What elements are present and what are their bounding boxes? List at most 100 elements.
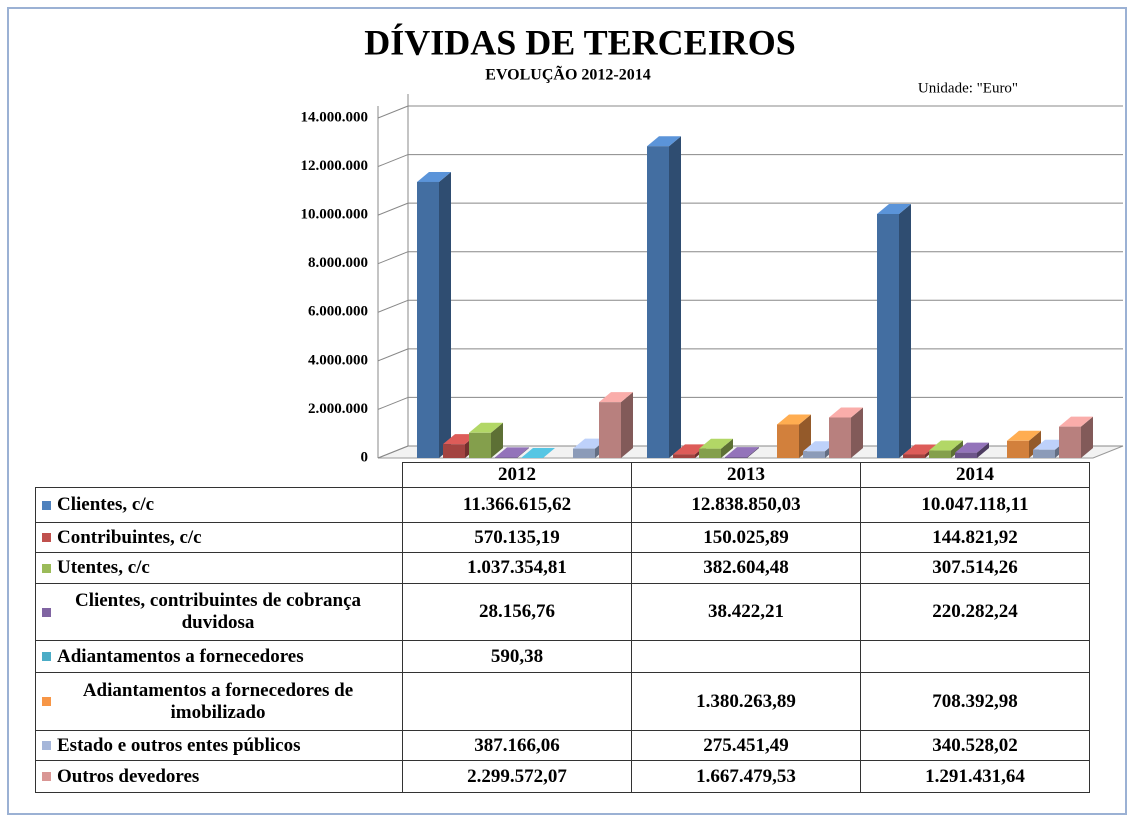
- data-label: 220.282,24: [932, 601, 1018, 622]
- bar-top: [725, 447, 759, 458]
- table-cell: 220.282,24: [860, 583, 1090, 641]
- bar: [1007, 440, 1029, 458]
- legend-cell: Adiantamentos a fornecedores de imobiliz…: [35, 672, 403, 731]
- bar: [803, 451, 825, 458]
- grid-diagonal: [377, 396, 409, 410]
- table-cell: 10.047.118,11: [860, 487, 1090, 523]
- bar: [725, 457, 747, 458]
- bar: [673, 454, 695, 458]
- chart-title: DÍVIDAS DE TERCEIROS: [364, 22, 795, 62]
- bar-top: [647, 136, 681, 147]
- table-row: Clientes, contribuintes de cobrança duvi…: [35, 583, 1090, 641]
- legend-label: Clientes, contribuintes de cobrança duvi…: [74, 590, 362, 633]
- y-tick-label: 6.000.000: [308, 304, 368, 320]
- bar-top: [929, 440, 963, 451]
- table-cell: 28.156,76: [402, 583, 632, 641]
- table-cell: 387.166,06: [402, 730, 632, 761]
- legend-key: [42, 697, 51, 706]
- legend-cell: Contribuintes, c/c: [35, 522, 403, 553]
- legend-cell: Estado e outros entes públicos: [35, 730, 403, 761]
- y-tick-label: 2.000.000: [308, 401, 368, 417]
- data-label: 2.299.572,07: [467, 765, 567, 787]
- legend-cell: Outros devedores: [35, 760, 403, 793]
- table-cell: 144.821,92: [860, 522, 1090, 553]
- legend-label: Clientes, c/c: [57, 494, 155, 516]
- bar-top: [955, 442, 989, 453]
- bar: [1059, 426, 1081, 458]
- bar-top: [443, 434, 477, 445]
- table-cell: 590,38: [402, 640, 632, 673]
- legend-cell: Adiantamentos a fornecedores: [35, 640, 403, 673]
- legend-cell: Utentes, c/c: [35, 552, 403, 584]
- grid-diagonal: [377, 445, 409, 459]
- legend-cell: Clientes, contribuintes de cobrança duvi…: [35, 583, 403, 641]
- legend-label: Utentes, c/c: [57, 557, 150, 579]
- data-label: 275.451,49: [703, 734, 789, 756]
- data-label: 12.838.850,03: [691, 494, 801, 515]
- bar-side: [621, 392, 633, 458]
- bar: [443, 444, 465, 458]
- header-row: 2012 2013 2014: [35, 462, 1090, 488]
- data-label: 11.366.615,62: [462, 494, 572, 515]
- legend-label: Contribuintes, c/c: [57, 526, 202, 548]
- grid-diagonal: [377, 348, 409, 362]
- x-tick-label: 2012: [402, 462, 632, 488]
- bar: [647, 146, 669, 459]
- table-cell: 382.604,48: [631, 552, 861, 584]
- y-tick-label: 12.000.000: [301, 158, 369, 174]
- table-cell: 340.528,02: [860, 730, 1090, 761]
- x-tick-label: 2013: [631, 462, 861, 488]
- data-label: 387.166,06: [474, 734, 560, 756]
- bar-top: [495, 447, 529, 458]
- data-label: 144.821,92: [932, 526, 1018, 548]
- bar-top: [573, 438, 607, 449]
- table-row: Outros devedores 2.299.572,07 1.667.479,53…: [35, 760, 1090, 793]
- bar-top: [699, 438, 733, 449]
- bar-top: [1007, 430, 1041, 441]
- table-row: Estado e outros entes públicos 387.166,06…: [35, 730, 1090, 761]
- grid-diagonal: [377, 251, 409, 265]
- bar: [469, 432, 491, 458]
- bar: [699, 448, 721, 458]
- table-row: Utentes, c/c 1.037.354,81 382.604,48 307.51…: [35, 552, 1090, 584]
- y-tick-label: 10.000.000: [301, 207, 369, 223]
- table-row: Clientes, c/c 11.366.615,62 12.838.850,03 1…: [35, 487, 1090, 523]
- data-label: 38.422,21: [708, 601, 784, 622]
- legend-key: [42, 533, 51, 543]
- data-label: 570.135,19: [474, 526, 560, 548]
- table-cell: 150.025,89: [631, 522, 861, 553]
- table-cell: [860, 640, 1090, 673]
- legend-cell: Clientes, c/c: [35, 487, 403, 523]
- bar-top: [803, 441, 837, 452]
- table-cell: 570.135,19: [402, 522, 632, 553]
- table-row: Adiantamentos a fornecedores 590,38: [35, 640, 1090, 673]
- bar-top: [829, 407, 863, 418]
- y-tick-label: 4.000.000: [308, 352, 368, 368]
- bar-top: [1033, 439, 1067, 450]
- table-cell: [402, 672, 632, 731]
- legend-key: [42, 563, 51, 573]
- bar-side: [721, 438, 733, 458]
- table-cell: 12.838.850,03: [631, 487, 861, 523]
- bar-side: [439, 171, 451, 458]
- bar-side: [951, 440, 963, 458]
- data-label: 340.528,02: [932, 734, 1018, 756]
- table-row: Adiantamentos a fornecedores de imobiliz…: [35, 672, 1090, 731]
- data-label: 708.392,98: [932, 690, 1018, 712]
- table-cell: [631, 640, 861, 673]
- data-label: 28.156,76: [479, 601, 555, 622]
- table-cell: 275.451,49: [631, 730, 861, 761]
- legend-label: Outros devedores: [57, 765, 200, 787]
- table-row: Contribuintes, c/c 570.135,19 150.025,89 14…: [35, 522, 1090, 553]
- corner-cell: [35, 462, 403, 488]
- bar: [1033, 449, 1055, 458]
- legend-key: [42, 772, 51, 782]
- bar-side: [491, 422, 503, 458]
- bar: [877, 213, 899, 458]
- bar: [495, 457, 517, 458]
- legend-key: [42, 500, 51, 510]
- bar: [599, 402, 621, 458]
- chart-subtitle: EVOLUÇÃO 2012-2014: [485, 65, 650, 84]
- data-label: 10.047.118,11: [921, 494, 1029, 515]
- table-cell: 1.037.354,81: [402, 552, 632, 584]
